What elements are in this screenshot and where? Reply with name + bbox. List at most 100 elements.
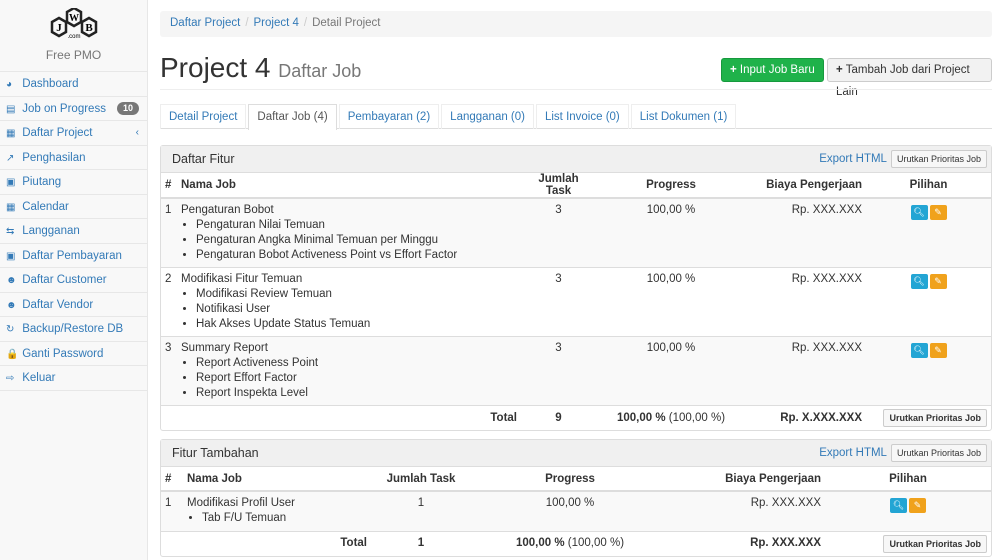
panel-title: Daftar Fitur xyxy=(172,152,235,166)
job-table: # Nama Job Jumlah Task Progress Biaya Penger… xyxy=(161,173,991,430)
table-icon: ▦ xyxy=(6,128,16,139)
lock-icon: 🔒 xyxy=(6,348,19,360)
sidebar-item-langganan[interactable]: ⇆ Langganan xyxy=(0,219,147,244)
panel-fitur-tambahan: Fitur Tambahan Export HTML Urutkan Priori… xyxy=(160,439,992,557)
breadcrumb-daftar-project[interactable]: Daftar Project xyxy=(170,17,241,29)
plus-icon: + xyxy=(730,64,737,76)
sort-priority-button[interactable]: Urutkan Prioritas Job xyxy=(890,444,987,462)
column-header: Biaya Pengerjaan xyxy=(669,467,825,492)
edit-icon[interactable]: ✎ xyxy=(929,274,947,289)
tambah-job-button[interactable]: + Tambah Job dari Project Lain xyxy=(827,58,992,98)
cost: Rp. XXX.XXX xyxy=(746,267,866,337)
sidebar-item-label: Daftar Project xyxy=(22,127,93,139)
total-progress: 100,00 % xyxy=(616,411,666,424)
panel-title: Fitur Tambahan xyxy=(172,446,259,460)
sidebar-item-job-on-progress[interactable]: ▤ Job on Progress 10 xyxy=(0,97,147,121)
tab-list-invoice-[interactable]: List Invoice (0) xyxy=(535,104,629,129)
task-count: 3 xyxy=(521,336,596,406)
task-list: Pengaturan Nilai TemuanPengaturan Angka … xyxy=(196,218,517,263)
chevron-left-icon[interactable]: ‹ xyxy=(135,127,139,138)
sort-priority-button[interactable]: Urutkan Prioritas Job xyxy=(883,534,987,553)
sidebar-item-daftar-pembayaran[interactable]: ▣ Daftar Pembayaran xyxy=(0,244,147,268)
input-job-baru-button[interactable]: + Input Job Baru xyxy=(721,58,824,82)
edit-icon[interactable]: ✎ xyxy=(929,343,947,358)
total-tasks: 1 xyxy=(371,530,471,556)
search-icon[interactable]: 🔍︎ xyxy=(910,343,928,358)
breadcrumb: Daftar Project / Project 4/Detail Project xyxy=(160,11,992,37)
edit-icon[interactable]: ✎ xyxy=(929,205,947,220)
button-label: Input Job Baru xyxy=(739,64,815,76)
total-label: Total xyxy=(177,405,521,430)
tab-pembayaran-[interactable]: Pembayaran (2) xyxy=(338,104,440,129)
sidebar-item-label: Dashboard xyxy=(22,78,79,90)
export-html-link[interactable]: Export HTML xyxy=(819,447,887,459)
sidebar-item-penghasilan[interactable]: ↗ Penghasilan xyxy=(0,146,147,170)
column-header: Jumlah Task xyxy=(521,173,596,199)
page-subtitle: Daftar Job xyxy=(278,61,362,81)
total-progress: 100,00 % xyxy=(515,537,565,549)
users-icon: ☻ xyxy=(6,275,17,286)
task-item: Report Activeness Point xyxy=(196,356,517,371)
tasks-icon: ▤ xyxy=(6,103,16,115)
tab-detail-project[interactable]: Detail Project xyxy=(160,104,247,129)
table-row: 2 Modifikasi Fitur Temuan Modifikasi Revi… xyxy=(161,267,991,337)
task-list: Modifikasi Review TemuanNotifikasi UserH… xyxy=(196,287,517,332)
task-count: 1 xyxy=(371,490,471,531)
progress: 100,00 % xyxy=(471,490,669,531)
logo: J W B .com Free PMO xyxy=(0,0,147,72)
export-html-link[interactable]: Export HTML xyxy=(819,153,887,165)
column-header: # xyxy=(161,467,183,492)
sidebar-item-piutang[interactable]: ▣ Piutang xyxy=(0,170,147,195)
row-number: 3 xyxy=(161,336,177,406)
sidebar-item-label: Keluar xyxy=(22,372,56,384)
sidebar-item-ganti-password[interactable]: 🔒 Ganti Password xyxy=(0,342,147,366)
svg-text:J: J xyxy=(56,22,62,34)
breadcrumb-project[interactable]: Project 4 xyxy=(253,17,299,29)
column-header: Progress xyxy=(596,173,746,199)
cost: Rp. XXX.XXX xyxy=(746,336,866,406)
users-icon: ☻ xyxy=(6,299,17,311)
tab-langganan-[interactable]: Langganan (0) xyxy=(441,104,534,129)
tab-daftar-job-[interactable]: Daftar Job (4) xyxy=(248,104,337,130)
row-number: 2 xyxy=(161,267,177,337)
sidebar-item-label: Langganan xyxy=(22,225,80,237)
total-progress-sub: (100,00 %) xyxy=(668,411,726,424)
search-icon[interactable]: 🔍︎ xyxy=(910,274,928,289)
sidebar-item-label: Daftar Pembayaran xyxy=(22,249,122,262)
sidebar-item-label: Piutang xyxy=(22,176,62,188)
task-item: Report Inspekta Level xyxy=(196,386,517,401)
task-item: Pengaturan Angka Minimal Temuan per Ming… xyxy=(196,233,517,248)
progress: 100,00 % xyxy=(596,197,746,268)
button-label: Tambah Job dari Project Lain xyxy=(836,64,970,98)
sidebar-item-daftar-project[interactable]: ▦ Daftar Project ‹ xyxy=(0,121,147,146)
column-header: Progress xyxy=(471,467,669,492)
column-header: Biaya Pengerjaan xyxy=(746,173,866,199)
sort-priority-button[interactable]: Urutkan Prioritas Job xyxy=(883,409,987,427)
column-header: Nama Job xyxy=(183,467,371,492)
sidebar-item-dashboard[interactable]: ◕ Dashboard xyxy=(0,72,147,97)
search-icon[interactable]: 🔍︎ xyxy=(910,205,928,220)
edit-icon[interactable]: ✎ xyxy=(909,498,926,513)
task-item: Modifikasi Review Temuan xyxy=(196,287,517,302)
cost: Rp. XXX.XXX xyxy=(669,490,825,531)
task-list: Report Activeness PointReport Effort Fac… xyxy=(196,356,517,401)
tab-list-dokumen-[interactable]: List Dokumen (1) xyxy=(630,104,737,129)
search-icon[interactable]: 🔍︎ xyxy=(890,498,907,513)
total-row: Total 1 100,00 % (100,00 %) Rp. XXX.XXX … xyxy=(161,530,991,556)
retweet-icon: ⇆ xyxy=(6,226,15,237)
total-tasks: 9 xyxy=(521,405,596,430)
sort-priority-button[interactable]: Urutkan Prioritas Job xyxy=(890,150,987,168)
panel-daftar-fitur: Daftar Fitur Export HTML Urutkan Priorita… xyxy=(160,145,992,431)
refresh-icon: ↻ xyxy=(6,324,15,335)
count-badge: 10 xyxy=(116,101,139,115)
sidebar-item-calendar[interactable]: ▦ Calendar xyxy=(0,195,147,219)
sidebar-item-daftar-customer[interactable]: ☻ Daftar Customer xyxy=(0,268,147,293)
table-row: 1 Pengaturan Bobot Pengaturan Nilai Temua… xyxy=(161,197,991,268)
sidebar-item-keluar[interactable]: ⇨ Keluar xyxy=(0,366,147,391)
task-item: Pengaturan Nilai Temuan xyxy=(196,218,517,233)
sidebar-item-daftar-vendor[interactable]: ☻ Daftar Vendor xyxy=(0,293,147,317)
sidebar-item-label: Backup/Restore DB xyxy=(22,323,124,335)
column-header: Pilihan xyxy=(866,173,991,199)
sidebar-item-backup-restore-db[interactable]: ↻ Backup/Restore DB xyxy=(0,317,147,342)
task-item: Tab F/U Temuan xyxy=(202,511,367,526)
